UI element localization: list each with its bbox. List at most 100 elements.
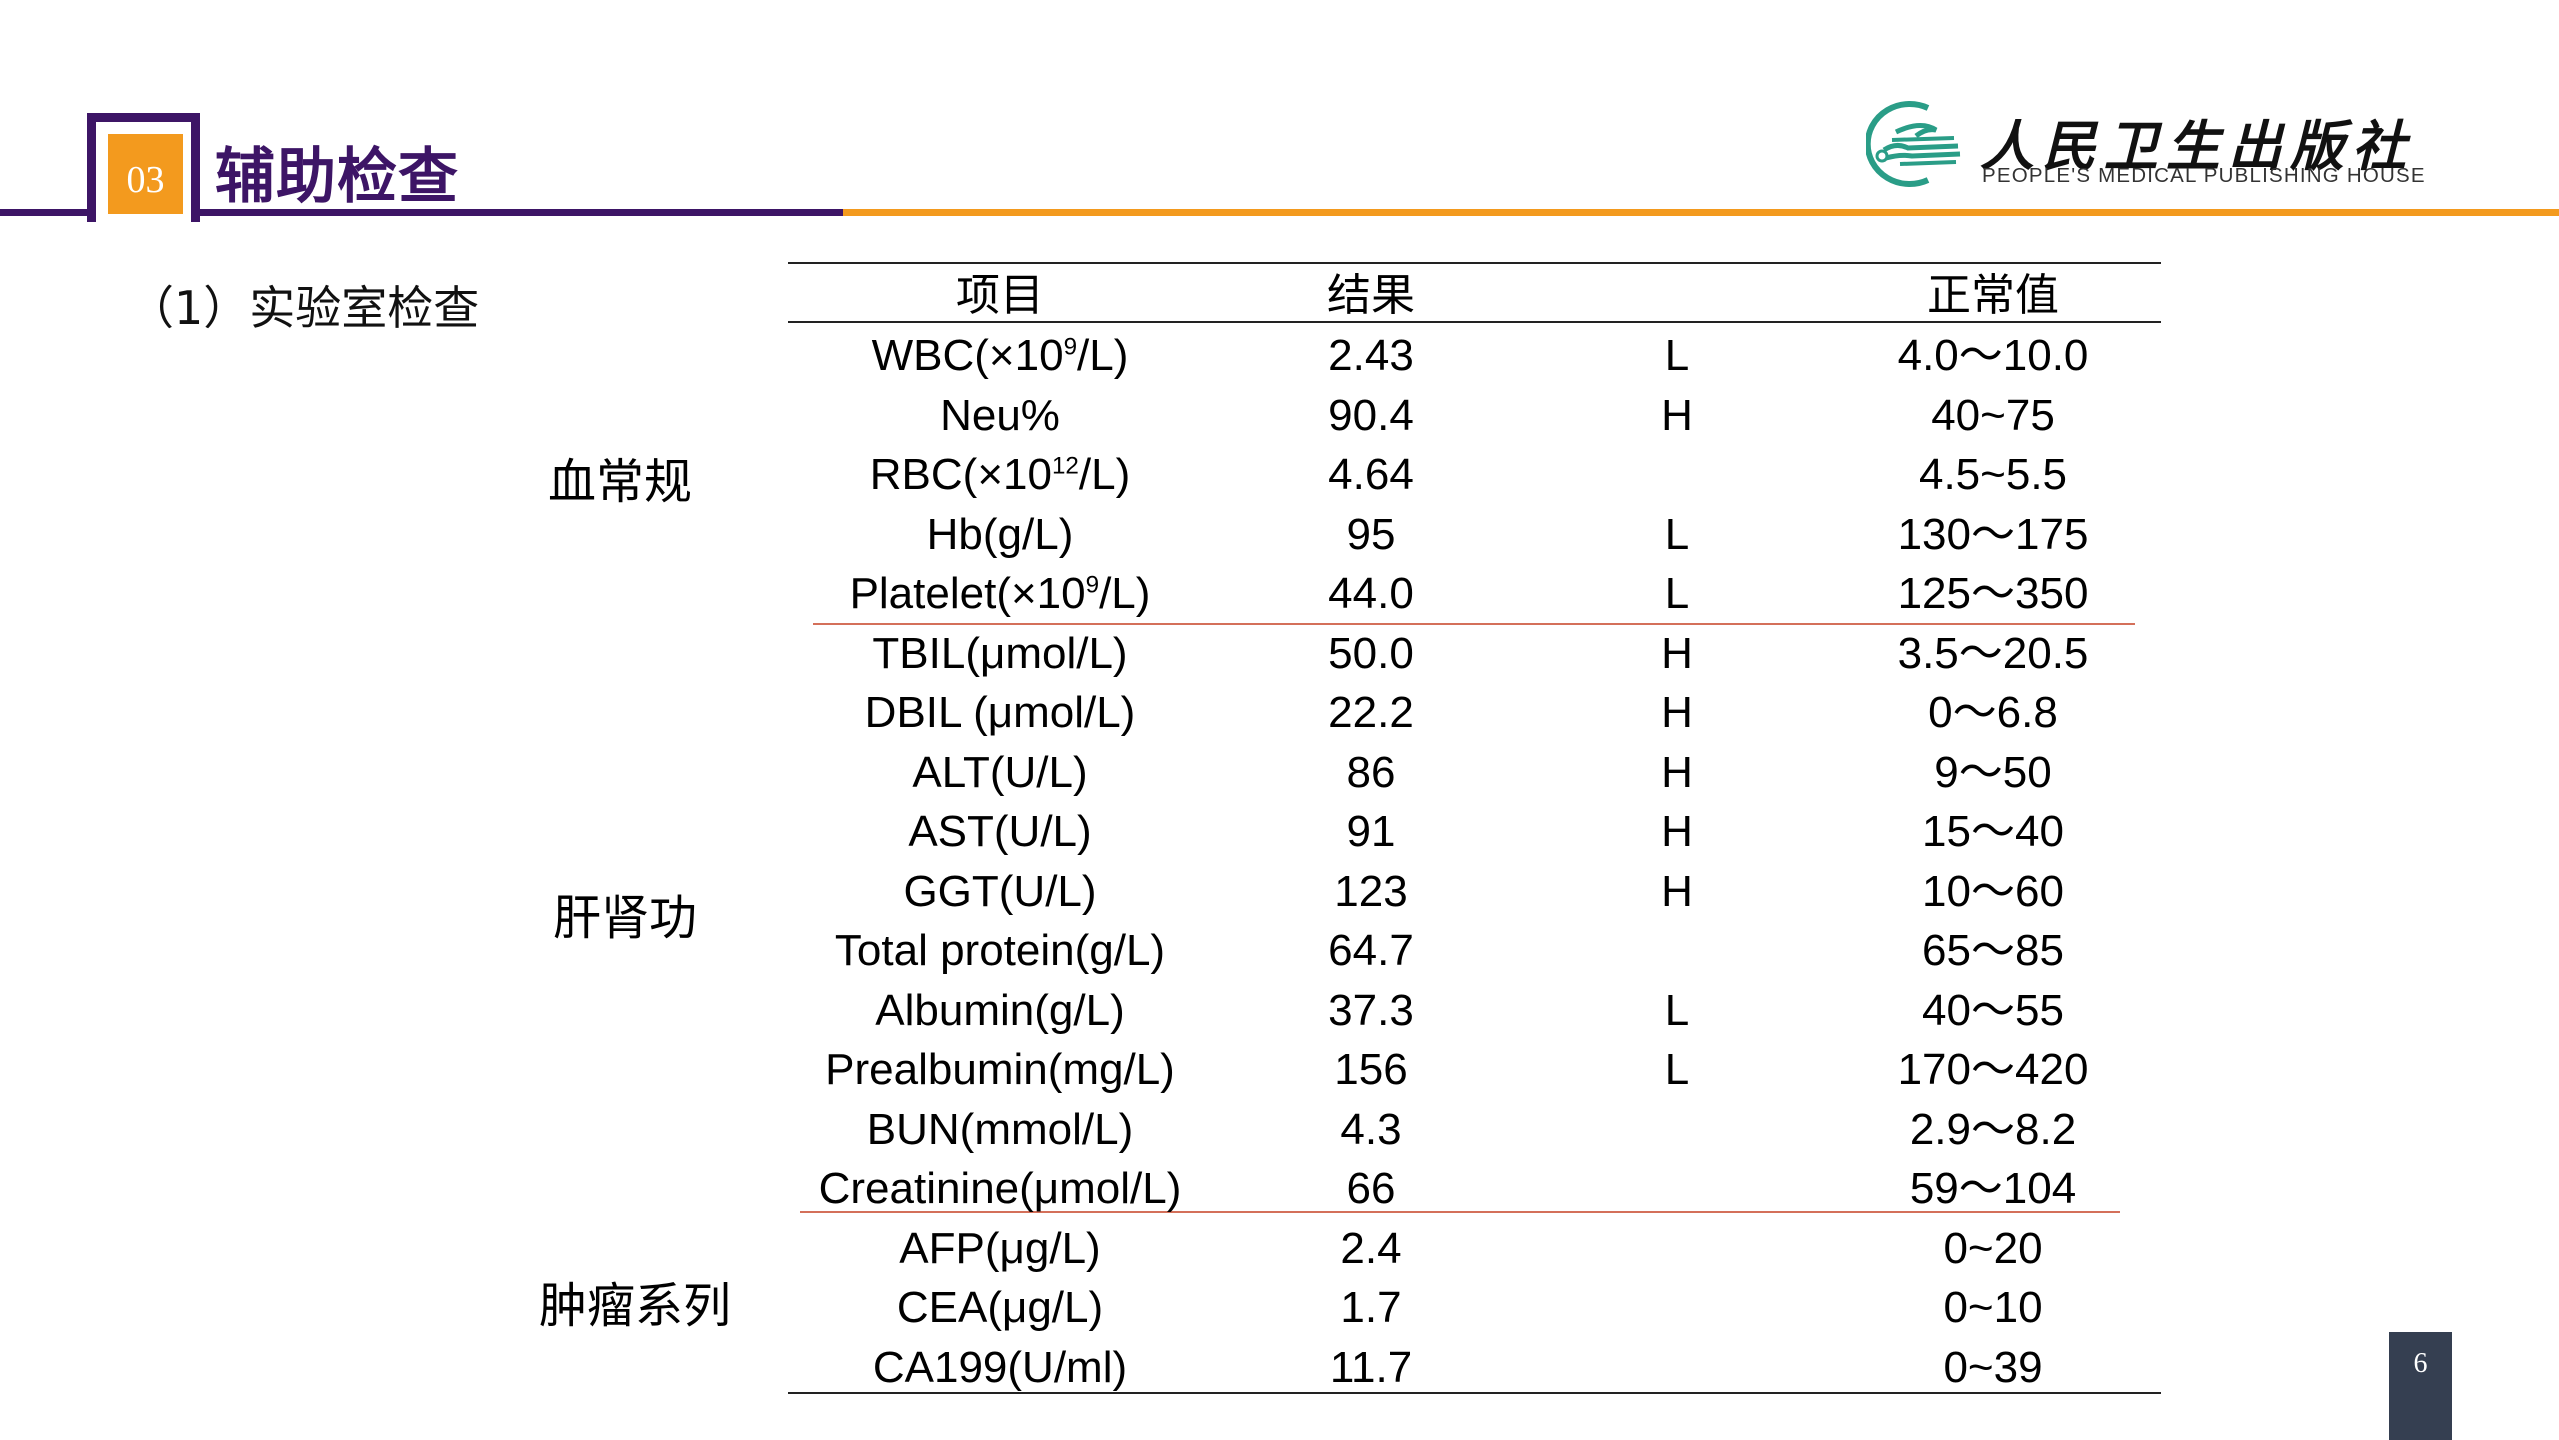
cell-result: 22.2 (1328, 688, 1414, 737)
cell-normal: 4.0～10.0 (1897, 331, 2089, 380)
cell-result: 123 (1334, 866, 1408, 916)
cell-normal: 40～55 (1922, 985, 2064, 1035)
table-bottom-border (788, 1392, 2161, 1394)
cell-item: Platelet(×109/L) (850, 572, 1151, 616)
cell-normal: 0~10 (1943, 1283, 2043, 1332)
cell-item: CA199(U/ml) (872, 1342, 1128, 1392)
cell-result: 156 (1334, 1045, 1408, 1094)
cell-result: 37.3 (1328, 985, 1414, 1035)
cell-normal: 10～60 (1922, 866, 2064, 916)
item-name: AST(U/L) (908, 807, 1092, 856)
cell-item: Creatinine(μmol/L) (819, 1167, 1182, 1211)
section-subtitle: （1）实验室检查 (128, 281, 480, 335)
cell-normal: 170～420 (1897, 1045, 2089, 1094)
cell-item: TBIL(μmol/L) (872, 628, 1128, 678)
category-liver-kidney: 肝肾功 (552, 890, 698, 946)
cell-flag: L (1664, 331, 1690, 380)
cell-flag: L (1664, 509, 1690, 559)
header-divider-purple (198, 209, 843, 216)
column-header-result: 结果 (1327, 270, 1415, 321)
header-divider-purple-left (0, 209, 92, 216)
group-separator (800, 1211, 2120, 1213)
cell-normal: 65～85 (1922, 926, 2064, 975)
cell-result: 91 (1346, 807, 1396, 856)
item-name: DBIL (μmol/L) (864, 688, 1136, 737)
cell-item: DBIL (μmol/L) (865, 691, 1136, 735)
item-name: Total protein(g/L) (834, 926, 1166, 975)
item-name: CA199(U/ml) (872, 1342, 1128, 1392)
category-tumor-markers: 肿瘤系列 (538, 1278, 732, 1334)
cell-normal: 3.5～20.5 (1897, 628, 2089, 678)
table-top-border (788, 262, 2161, 264)
cell-flag: H (1661, 390, 1693, 440)
item-unit-tail: /L) (1078, 450, 1131, 499)
item-name: WBC(×10 (871, 331, 1064, 380)
item-unit-tail: /L) (1077, 331, 1129, 380)
cell-normal: 15～40 (1922, 807, 2064, 856)
item-name: ALT(U/L) (912, 747, 1088, 797)
cell-flag: L (1664, 1045, 1690, 1094)
item-name: AFP(μg/L) (899, 1223, 1101, 1273)
cell-normal: 0~20 (1943, 1223, 2043, 1273)
cell-normal: 0～6.8 (1928, 688, 2058, 737)
page-number: 6 (2389, 1332, 2452, 1440)
cell-flag: H (1661, 747, 1693, 797)
cell-item: ALT(U/L) (912, 747, 1088, 797)
category-blood-routine: 血常规 (547, 454, 693, 510)
cell-flag: H (1661, 688, 1693, 737)
cell-flag: L (1664, 569, 1690, 618)
cell-result: 2.43 (1328, 331, 1414, 380)
item-name: Creatinine(μmol/L) (818, 1164, 1182, 1213)
cell-item: BUN(mmol/L) (866, 1104, 1134, 1154)
cell-flag: H (1661, 628, 1693, 678)
cell-result: 11.7 (1329, 1342, 1413, 1392)
cell-item: AST(U/L) (908, 810, 1091, 854)
item-name: Hb(g/L) (926, 509, 1074, 559)
cell-normal: 0~39 (1943, 1342, 2043, 1392)
cell-result: 86 (1346, 747, 1396, 797)
cell-normal: 59～104 (1909, 1164, 2077, 1213)
cell-item: Neu% (940, 390, 1060, 440)
cell-result: 64.7 (1328, 926, 1414, 975)
cell-result: 1.7 (1340, 1283, 1402, 1332)
item-exponent: 12 (1051, 452, 1079, 480)
cell-item: RBC(×1012/L) (870, 453, 1130, 497)
item-name: Platelet(×10 (849, 569, 1086, 618)
cell-normal: 125～350 (1897, 569, 2089, 618)
pmph-logo-icon (1864, 98, 1962, 190)
cell-result: 66 (1346, 1164, 1396, 1213)
cell-item: GGT(U/L) (903, 866, 1097, 916)
cell-result: 2.4 (1340, 1223, 1402, 1273)
item-unit-tail: /L) (1099, 569, 1151, 618)
item-name: GGT(U/L) (903, 866, 1097, 916)
section-number-frame (87, 113, 200, 222)
cell-normal: 4.5~5.5 (1918, 450, 2068, 499)
cell-normal: 2.9～8.2 (1909, 1104, 2077, 1154)
cell-item: CEA(μg/L) (897, 1286, 1103, 1330)
cell-result: 4.64 (1328, 450, 1414, 499)
cell-normal: 130～175 (1897, 509, 2089, 559)
item-name: CEA(μg/L) (896, 1283, 1104, 1332)
item-name: RBC(×10 (869, 450, 1052, 499)
cell-flag: H (1661, 807, 1693, 856)
item-name: TBIL(μmol/L) (872, 628, 1128, 678)
cell-item: Hb(g/L) (926, 509, 1074, 559)
header-divider-orange (843, 209, 2559, 216)
cell-normal: 9～50 (1934, 747, 2052, 797)
item-name: BUN(mmol/L) (866, 1104, 1134, 1154)
slide-title: 辅助检查 (215, 142, 459, 212)
item-exponent: 9 (1085, 571, 1100, 599)
cell-result: 90.4 (1328, 390, 1414, 440)
cell-result: 4.3 (1340, 1104, 1402, 1154)
item-name: Neu% (940, 390, 1060, 440)
cell-item: Total protein(g/L) (835, 929, 1165, 973)
cell-flag: H (1661, 866, 1693, 916)
section-number-badge: 03 (108, 134, 183, 214)
item-name: Albumin(g/L) (875, 985, 1125, 1035)
publisher-name-en: PEOPLE'S MEDICAL PUBLISHING HOUSE (1982, 164, 2426, 187)
column-header-item: 项目 (956, 270, 1044, 321)
cell-item: Albumin(g/L) (875, 985, 1125, 1035)
cell-item: Prealbumin(mg/L) (825, 1048, 1175, 1092)
cell-normal: 40~75 (1931, 390, 2055, 440)
column-header-normal: 正常值 (1927, 270, 2059, 321)
